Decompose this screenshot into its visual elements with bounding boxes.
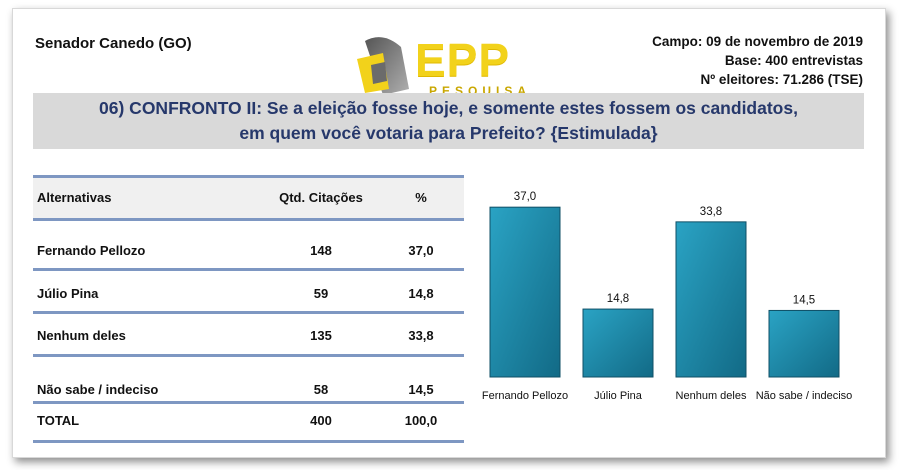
category-label: Fernando Pellozo xyxy=(482,390,568,402)
row-name: Nenhum deles xyxy=(37,328,126,343)
row-pct: 33,8 xyxy=(408,328,434,343)
bar-2 xyxy=(675,221,747,378)
total-pct: 100,0 xyxy=(404,413,438,428)
row-name: Júlio Pina xyxy=(37,286,99,301)
category-label: Júlio Pina xyxy=(594,390,643,402)
bar-value-label: 14,8 xyxy=(607,293,629,305)
row-qtd: 59 xyxy=(313,286,329,301)
row-name: Fernando Pellozo xyxy=(37,243,146,258)
row-qtd: 135 xyxy=(310,328,332,343)
row-name: Não sabe / indeciso xyxy=(37,382,159,397)
question-line-2: em quem você votaria para Prefeito? {Est… xyxy=(239,123,658,143)
survey-meta: Campo: 09 de novembro de 2019 Base: 400 … xyxy=(652,32,863,89)
campo-date: Campo: 09 de novembro de 2019 xyxy=(652,34,863,49)
bar-value-label: 37,0 xyxy=(514,191,536,203)
row-pct: 37,0 xyxy=(408,243,434,258)
epp-logo: EPP PESQUISA xyxy=(343,29,573,99)
header-qtd: Qtd. Citações xyxy=(279,190,363,205)
question-line-1: 06) CONFRONTO II: Se a eleição fosse hoj… xyxy=(99,98,798,118)
row-pct: 14,8 xyxy=(408,286,434,301)
table-total-row: TOTAL 400 100,0 xyxy=(33,404,464,443)
row-pct: 14,5 xyxy=(408,382,434,397)
bar-0 xyxy=(489,206,561,378)
base-count: Base: 400 entrevistas xyxy=(724,53,863,68)
row-qtd: 58 xyxy=(313,382,329,397)
table-row: Júlio Pina 59 14,8 xyxy=(33,271,464,314)
bar-chart: 37,0 Fernando Pellozo 14,8 Júlio Pina 33,8 Ne… xyxy=(482,191,853,402)
city-title: Senador Canedo (GO) xyxy=(35,35,192,52)
question-banner: 06) CONFRONTO II: Se a eleição fosse hoj… xyxy=(33,93,864,149)
results-table: Alternativas Qtd. Citações % Fernando Pe… xyxy=(33,175,464,443)
table-header: Alternativas Qtd. Citações % xyxy=(33,175,464,221)
total-label: TOTAL xyxy=(37,413,80,428)
header-pct: % xyxy=(415,190,427,205)
bar-3 xyxy=(768,309,840,378)
voter-count: Nº eleitores: 71.286 (TSE) xyxy=(700,72,864,87)
total-qtd: 400 xyxy=(310,413,332,428)
table-row: Fernando Pellozo 148 37,0 xyxy=(33,221,464,271)
report-card: Senador Canedo (GO) EPP PESQUISA Campo: … xyxy=(12,8,886,458)
category-label: Nenhum deles xyxy=(676,390,747,402)
bar-1 xyxy=(582,308,654,378)
header-alternativas: Alternativas xyxy=(37,190,112,205)
logo-text: EPP xyxy=(415,34,511,86)
bar-value-label: 33,8 xyxy=(700,206,722,218)
bar-value-label: 14,5 xyxy=(793,294,815,306)
logo-emblem-icon xyxy=(357,37,409,95)
table-row: Nenhum deles 135 33,8 xyxy=(33,314,464,357)
category-label: Não sabe / indeciso xyxy=(756,390,853,402)
table-row: Não sabe / indeciso 58 14,5 xyxy=(33,357,464,404)
row-qtd: 148 xyxy=(310,243,332,258)
